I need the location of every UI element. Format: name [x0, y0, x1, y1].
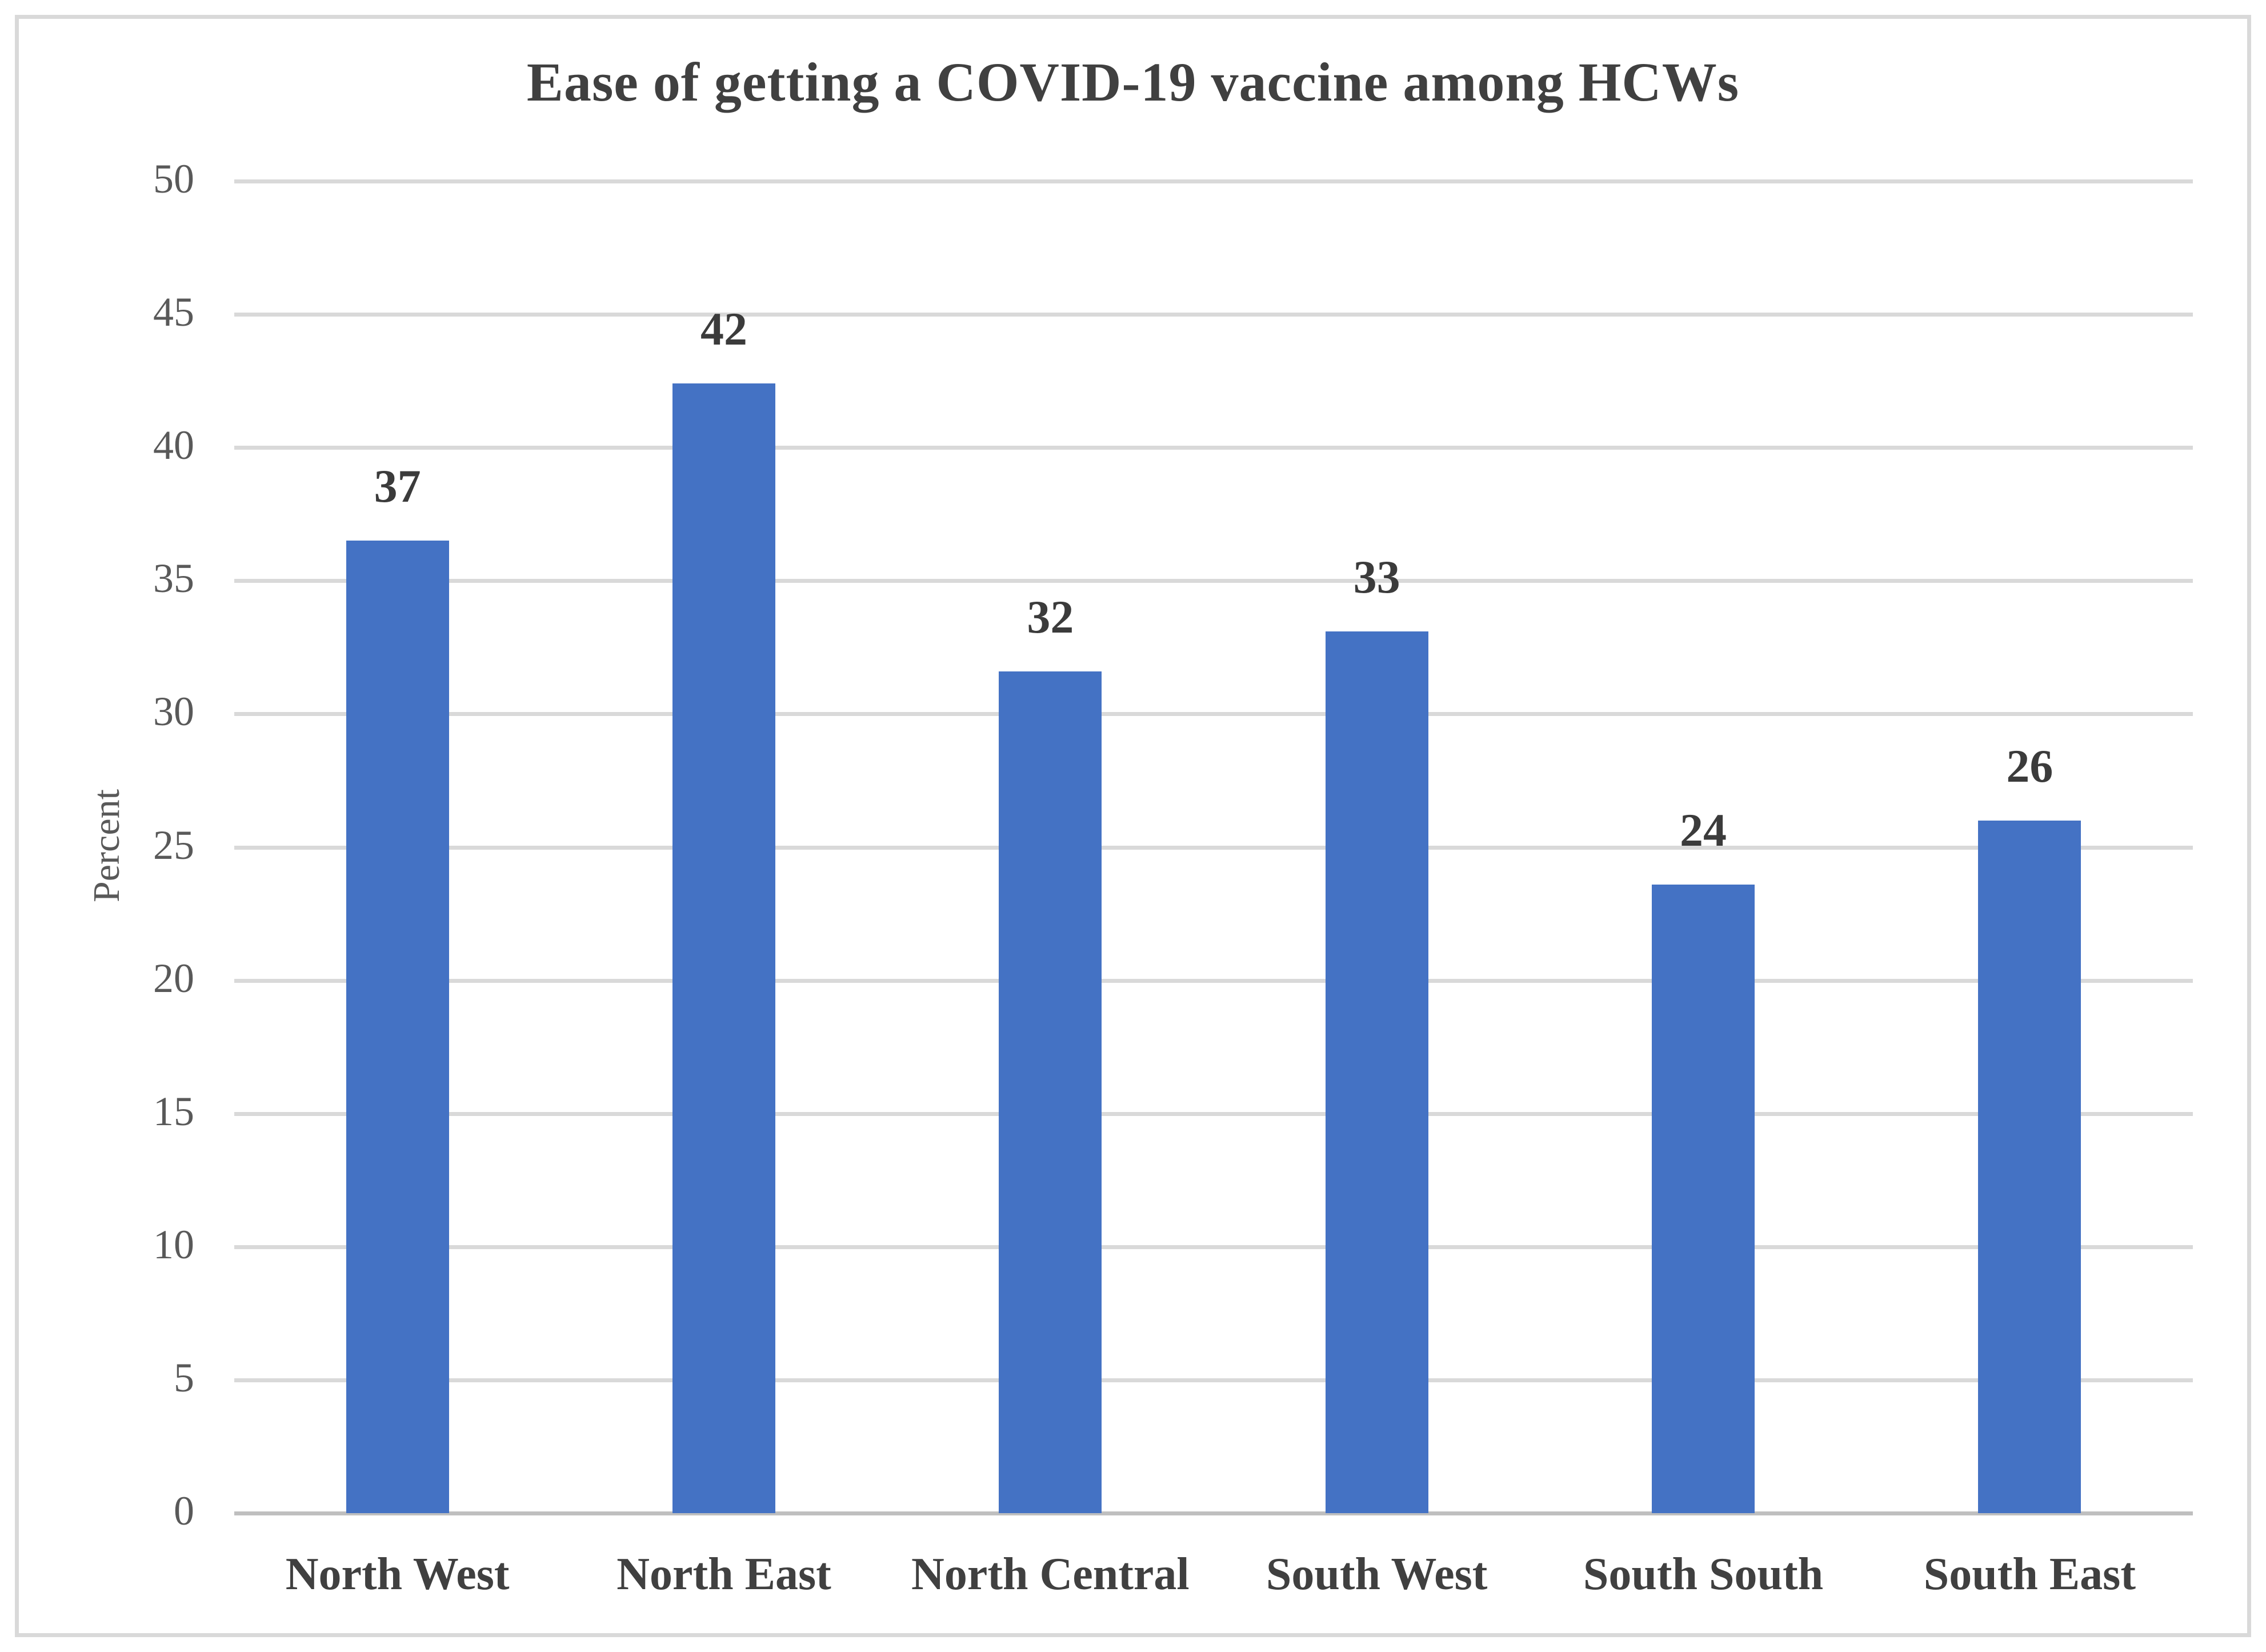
gridline-50 [234, 179, 2193, 183]
chart-title: Ease of getting a COVID-19 vaccine among… [526, 51, 1740, 113]
gridline-25 [234, 845, 2193, 850]
y-tick-label-35: 35 [153, 555, 194, 602]
x-category-label-north-west: North West [285, 1549, 510, 1599]
bar-north-east [672, 383, 775, 1513]
gridline-45 [234, 313, 2193, 317]
x-category-label-south-south: South South [1583, 1549, 1824, 1599]
bar-value-label-south-west: 33 [1353, 550, 1400, 603]
y-tick-label-25: 25 [153, 822, 194, 868]
gridline-35 [234, 579, 2193, 583]
bar-value-label-north-west: 37 [374, 460, 421, 513]
bar-value-label-north-east: 42 [700, 303, 747, 355]
x-category-label-north-central: North Central [911, 1549, 1190, 1599]
x-category-label-north-east: North East [616, 1549, 831, 1599]
bar-south-east [1978, 820, 2081, 1513]
y-tick-label-0: 0 [174, 1488, 194, 1534]
gridline-5 [234, 1378, 2193, 1382]
y-tick-label-45: 45 [153, 289, 194, 335]
bar-south-south [1652, 884, 1755, 1513]
y-tick-label-5: 5 [174, 1355, 194, 1401]
y-tick-label-10: 10 [153, 1221, 194, 1267]
x-category-label-south-east: South East [1923, 1549, 2136, 1599]
x-axis-line [234, 1511, 2193, 1515]
gridline-30 [234, 712, 2193, 717]
bar-north-central [999, 671, 1102, 1513]
gridline-40 [234, 446, 2193, 450]
figure-border [15, 15, 2251, 1637]
gridline-15 [234, 1111, 2193, 1116]
y-tick-label-15: 15 [153, 1088, 194, 1134]
bar-north-west [346, 541, 449, 1513]
y-tick-label-20: 20 [153, 955, 194, 1001]
y-tick-label-50: 50 [153, 156, 194, 202]
bar-value-label-south-south: 24 [1680, 803, 1727, 856]
gridline-20 [234, 978, 2193, 983]
y-tick-label-30: 30 [153, 689, 194, 735]
bar-value-label-north-central: 32 [1027, 590, 1074, 643]
y-tick-label-40: 40 [153, 422, 194, 469]
bar-south-west [1325, 631, 1428, 1513]
bar-value-label-south-east: 26 [2006, 739, 2053, 792]
x-category-label-south-west: South West [1266, 1549, 1488, 1599]
gridline-10 [234, 1245, 2193, 1249]
